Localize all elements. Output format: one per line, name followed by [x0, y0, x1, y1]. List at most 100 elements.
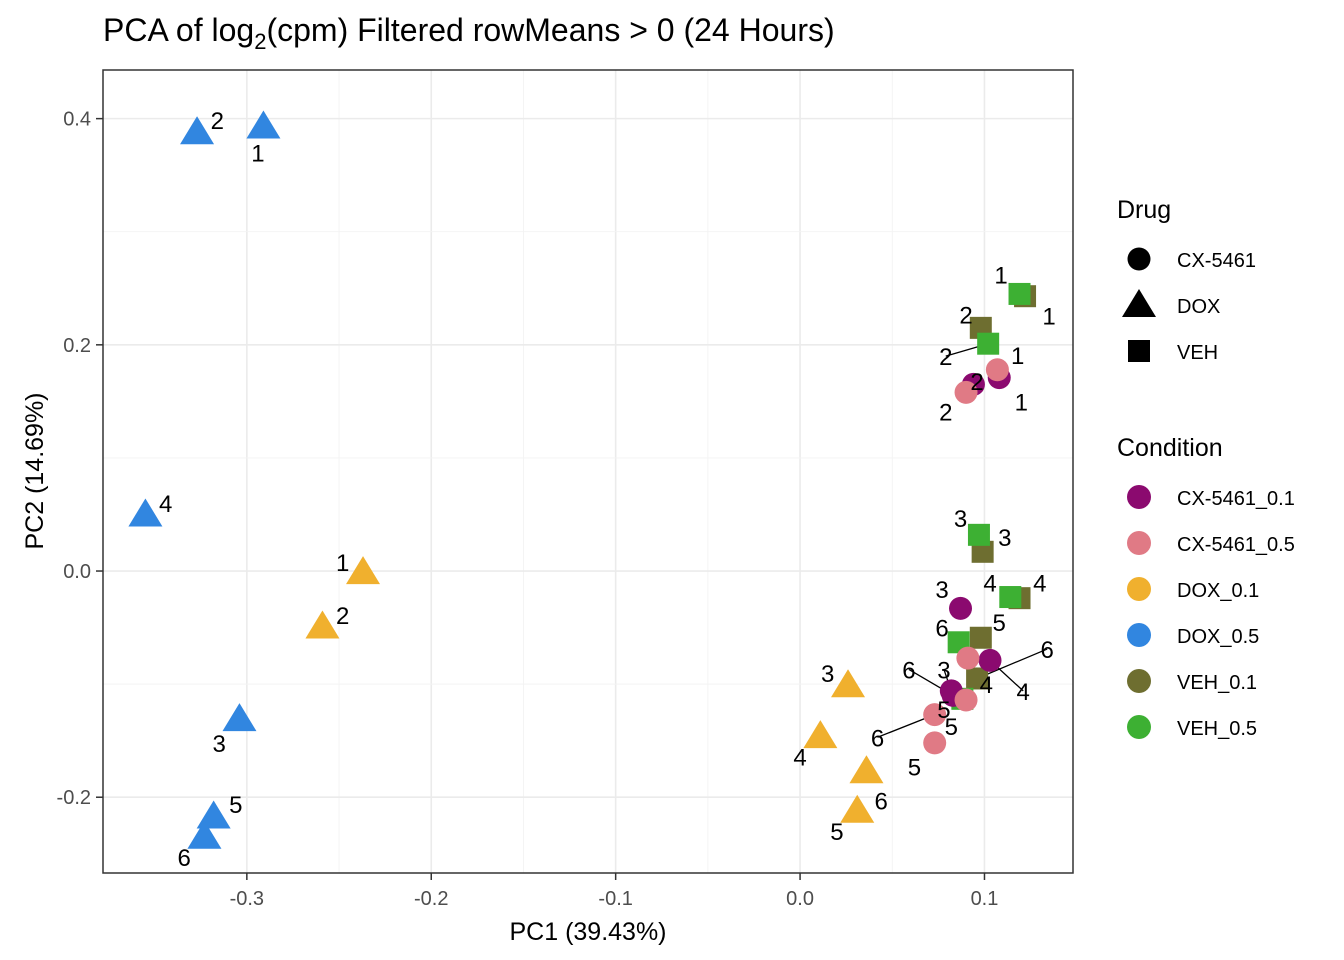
point-veh-0-1-3: [971, 540, 994, 563]
point-cx-5461-0-5-2: [954, 380, 978, 404]
x-tick-label: -0.3: [230, 888, 264, 910]
legend-condition-label: DOX_0.5: [1177, 626, 1259, 648]
legend-shape-square-icon: [1128, 340, 1150, 362]
point-cx-5461-0-5-5: [954, 688, 978, 712]
title-subscript: 2: [254, 29, 266, 54]
point-label: 1: [1015, 389, 1028, 416]
point-label: 4: [980, 672, 993, 699]
point-cx-5461-0-5-5: [923, 731, 947, 755]
point-veh-0-5-1: [1008, 282, 1031, 305]
point-label: 2: [959, 302, 972, 329]
point-label: 6: [1041, 637, 1054, 664]
point-dox-0-5-2: [180, 116, 215, 145]
point-label: 6: [871, 725, 884, 752]
legend-color-swatch: [1127, 669, 1151, 693]
point-dox-0-1-4: [803, 720, 838, 749]
point-label: 3: [935, 577, 948, 604]
point-dox-0-5-3: [222, 703, 257, 732]
point-dox-0-5-1: [246, 110, 281, 139]
point-label: 4: [1033, 570, 1046, 597]
point-label: 6: [902, 657, 915, 684]
point-label: 3: [212, 731, 225, 758]
point-veh-0-1-5: [969, 626, 992, 649]
point-veh-0-5-4: [999, 586, 1022, 609]
point-label: 5: [993, 610, 1006, 637]
legend-drug-label: VEH: [1177, 342, 1218, 364]
point-label: 3: [937, 657, 950, 684]
legend-drug-label: CX-5461: [1177, 250, 1256, 272]
x-axis: -0.3 -0.2 -0.1 0.0 0.1: [230, 873, 999, 910]
point-dox-0-1-6: [849, 755, 884, 784]
point-dox-0-5-6: [187, 820, 222, 849]
point-label: 5: [945, 714, 958, 741]
legend-condition-label: DOX_0.1: [1177, 580, 1259, 602]
plot-panel-border: [102, 69, 1074, 874]
legend-condition-label: VEH_0.1: [1177, 672, 1257, 694]
y-tick-label: 0.0: [63, 561, 91, 583]
x-axis-title: PC1 (39.43%): [509, 918, 666, 946]
legend-condition-label: CX-5461_0.5: [1177, 534, 1295, 556]
point-dox-0-1-5: [840, 794, 875, 823]
point-label: 3: [821, 661, 834, 688]
point-dox-0-5-5: [196, 800, 231, 829]
point-label: 1: [251, 141, 264, 168]
point-label: 4: [1017, 679, 1030, 706]
point-label: 2: [939, 400, 952, 427]
label-leader-line: [976, 648, 1048, 680]
point-veh-0-5-2: [977, 332, 1000, 355]
point-label: 1: [994, 263, 1007, 290]
point-cx-5461-0-1-3: [949, 596, 973, 620]
point-label: 5: [830, 819, 843, 846]
point-label: 6: [935, 616, 948, 643]
title-rest: (cpm) Filtered rowMeans > 0 (24 Hours): [266, 12, 834, 48]
point-label: 1: [336, 550, 349, 577]
point-label: 2: [939, 344, 952, 371]
plot-grid: [103, 70, 1073, 873]
y-axis: -0.2 0.0 0.2 0.4: [57, 109, 103, 809]
y-tick-label: -0.2: [57, 787, 91, 809]
legend-shape-circle-icon: [1127, 247, 1151, 271]
data-points: [128, 110, 1037, 849]
point-label: 6: [875, 789, 888, 816]
y-tick-label: 0.2: [63, 335, 91, 357]
point-veh-0-1-6: [966, 667, 989, 690]
point-veh-0-5-3: [967, 523, 990, 546]
legend-shape-triangle-icon: [1122, 289, 1156, 317]
point-cx-5461-0-5-6: [923, 703, 947, 727]
x-tick-label: -0.1: [598, 888, 632, 910]
point-dox-0-1-2: [305, 610, 340, 639]
legend-color-swatch: [1127, 531, 1151, 555]
point-label: 5: [908, 755, 921, 782]
point-label: 5: [937, 697, 950, 724]
legend-condition-title: Condition: [1117, 434, 1223, 462]
point-dox-0-1-3: [831, 669, 866, 698]
legend-condition-label: VEH_0.5: [1177, 718, 1257, 740]
point-label: 2: [211, 108, 224, 135]
legend-drug: Drug CX-5461 DOX VEH: [1117, 196, 1256, 364]
point-label: 6: [177, 845, 190, 872]
point-label: 4: [983, 570, 996, 597]
point-label: 2: [970, 369, 983, 396]
point-label: 4: [159, 491, 172, 518]
y-axis-title: PC2 (14.69%): [21, 392, 49, 549]
point-label: 3: [998, 525, 1011, 552]
y-tick-label: 0.4: [63, 109, 91, 131]
point-label: 1: [1042, 303, 1055, 330]
point-cx-5461-0-5-1: [985, 358, 1009, 382]
legend-color-swatch: [1127, 623, 1151, 647]
point-label: 2: [336, 603, 349, 630]
point-dox-0-5-4: [128, 498, 163, 527]
point-label: 4: [793, 745, 806, 772]
legend-color-swatch: [1127, 715, 1151, 739]
point-label: 5: [229, 792, 242, 819]
legend-drug-title: Drug: [1117, 196, 1171, 224]
legend-drug-label: DOX: [1177, 296, 1220, 318]
x-tick-label: 0.1: [971, 888, 999, 910]
x-tick-label: 0.0: [786, 888, 814, 910]
legend-condition: Condition CX-5461_0.1 CX-5461_0.5 DOX_0.1 D…: [1117, 434, 1295, 740]
point-label: 1: [1011, 343, 1024, 370]
point-dox-0-1-1: [346, 556, 381, 585]
point-label: 3: [954, 506, 967, 533]
title-main: PCA of log: [103, 12, 254, 48]
